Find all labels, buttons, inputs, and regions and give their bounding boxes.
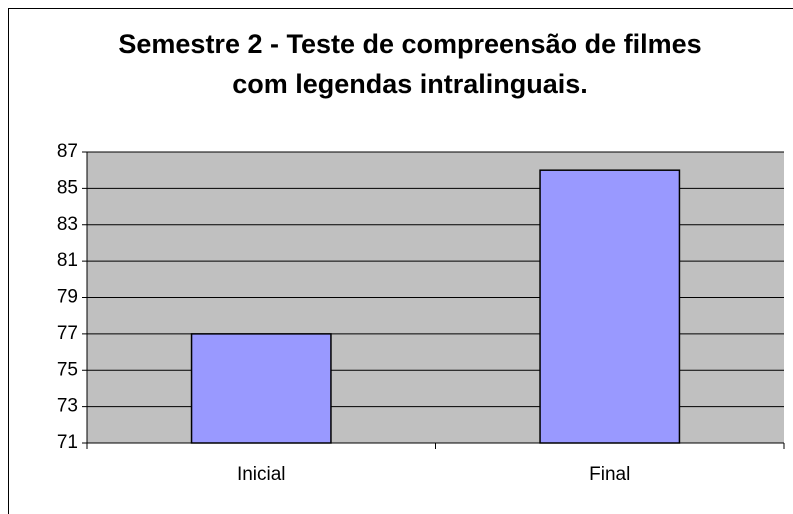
x-tick-label: Final (589, 464, 630, 485)
x-tick-label: Inicial (237, 464, 286, 485)
y-tick-label: 87 (57, 141, 78, 162)
bar (539, 169, 681, 444)
chart-border (8, 8, 793, 514)
y-tick-label: 71 (57, 432, 78, 453)
chart-title: Semestre 2 - Teste de compreensão de fil… (118, 29, 702, 99)
y-tick-label: 83 (57, 214, 78, 235)
y-tick-label: 73 (57, 396, 78, 417)
bar (190, 333, 332, 444)
y-tick-label: 75 (57, 359, 78, 380)
y-tick-label: 85 (57, 177, 78, 198)
y-tick-label: 81 (57, 250, 78, 271)
y-tick-label: 79 (57, 287, 78, 308)
y-tick-label: 77 (57, 323, 78, 344)
